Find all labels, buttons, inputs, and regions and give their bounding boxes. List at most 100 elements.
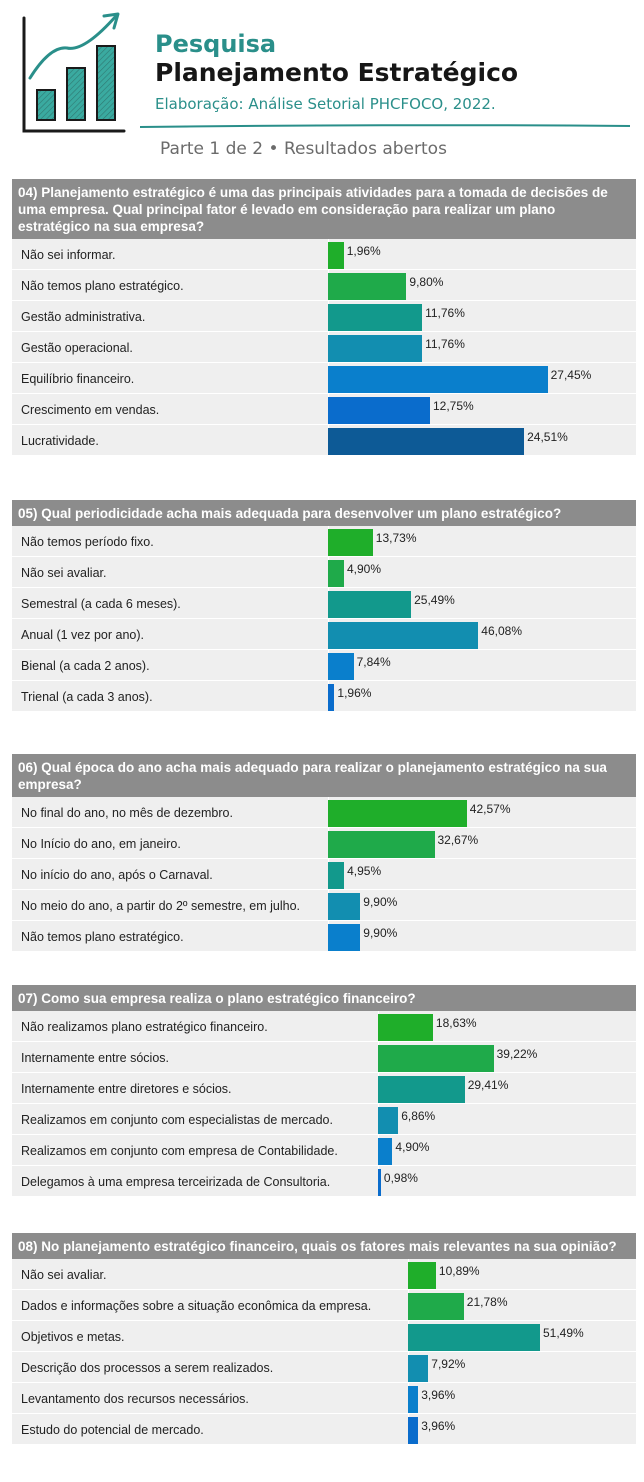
question-section-8: 08) No planejamento estratégico financei… [12, 1233, 636, 1445]
category-label: Internamente entre sócios. [21, 1051, 169, 1065]
category-label: Trienal (a cada 3 anos). [21, 690, 153, 704]
data-label: 32,67% [437, 833, 479, 847]
category-label: Gestão administrativa. [21, 310, 146, 324]
chart-row: Não temos período fixo. 13,73% [12, 526, 636, 557]
chart-bar [328, 273, 407, 300]
category-label: No Início do ano, em janeiro. [21, 837, 181, 851]
report-subtitle: Elaboração: Análise Setorial PHCFOCO, 20… [155, 95, 496, 113]
chart-row: Não temos plano estratégico. 9,80% [12, 270, 636, 301]
question-title: 05) Qual periodicidade acha mais adequad… [12, 500, 636, 526]
chart-row: Levantamento dos recursos necessários. 3,… [12, 1383, 636, 1414]
chart-bar [378, 1045, 494, 1072]
data-label: 0,98% [383, 1171, 418, 1185]
category-label: No início do ano, após o Carnaval. [21, 868, 213, 882]
data-label: 3,96% [421, 1388, 456, 1402]
data-label: 18,63% [435, 1016, 477, 1030]
data-label: 11,76% [425, 337, 465, 351]
chart-row: Realizamos em conjunto com especialistas… [12, 1104, 636, 1135]
chart-row: Não sei avaliar. 10,89% [12, 1259, 636, 1290]
report-kicker: Pesquisa [155, 30, 277, 58]
data-label: 29,41% [467, 1078, 509, 1092]
category-label: Equilíbrio financeiro. [21, 372, 135, 386]
category-label: Lucratividade. [21, 434, 99, 448]
report-title: Planejamento Estratégico [155, 58, 519, 87]
chart-bar [328, 862, 345, 889]
chart-row: Realizamos em conjunto com empresa de Co… [12, 1135, 636, 1166]
chart-row: No meio do ano, a partir do 2º semestre,… [12, 890, 636, 921]
chart-bar [328, 800, 467, 827]
category-label: Não temos período fixo. [21, 535, 154, 549]
chart-bar [328, 591, 412, 618]
chart-row: Não temos plano estratégico. 9,90% [12, 921, 636, 952]
data-label: 6,86% [401, 1109, 436, 1123]
question-section-5: 05) Qual periodicidade acha mais adequad… [12, 500, 636, 712]
category-label: Dados e informações sobre a situação eco… [21, 1299, 372, 1313]
chart-row: Objetivos e metas. 51,49% [12, 1321, 636, 1352]
data-label: 12,75% [433, 399, 474, 413]
data-label: 4,90% [347, 562, 382, 576]
chart-row: Crescimento em vendas. 12,75% [12, 394, 636, 425]
chart-row: No início do ano, após o Carnaval. 4,95% [12, 859, 636, 890]
category-label: Anual (1 vez por ano). [21, 628, 144, 642]
category-label: Bienal (a cada 2 anos). [21, 659, 150, 673]
data-label: 51,49% [543, 1326, 584, 1340]
chart-row: Gestão administrativa. 11,76% [12, 301, 636, 332]
category-label: Levantamento dos recursos necessários. [21, 1392, 249, 1406]
chart-bar [328, 335, 423, 362]
chart-row: Internamente entre sócios. 39,22% [12, 1042, 636, 1073]
chart-axis-line [408, 1259, 409, 1445]
chart-bar [328, 684, 335, 711]
category-label: No final do ano, no mês de dezembro. [21, 806, 233, 820]
data-label: 13,73% [375, 531, 417, 545]
data-label: 7,84% [356, 655, 391, 669]
category-label: Não temos plano estratégico. [21, 930, 184, 944]
data-label: 42,57% [469, 802, 511, 816]
chart-row: Lucratividade. 24,51% [12, 425, 636, 456]
data-label: 4,90% [395, 1140, 430, 1154]
data-label: 1,96% [346, 244, 381, 258]
data-label: 9,90% [363, 926, 398, 940]
category-label: Não sei informar. [21, 248, 116, 262]
chart-bar [328, 242, 344, 269]
chart-bar [328, 366, 548, 393]
data-label: 46,08% [481, 624, 522, 638]
chart-row: Descrição dos processos a serem realizad… [12, 1352, 636, 1383]
question-title: 06) Qual época do ano acha mais adequado… [12, 754, 636, 797]
chart-bar [378, 1138, 393, 1165]
category-label: Realizamos em conjunto com especialistas… [21, 1113, 333, 1127]
category-label: Delegamos à uma empresa terceirizada de … [21, 1175, 331, 1189]
chart-bar [328, 529, 373, 556]
category-label: Não realizamos plano estratégico finance… [21, 1020, 268, 1034]
category-label: Descrição dos processos a serem realizad… [21, 1361, 274, 1375]
chart-bar [328, 622, 479, 649]
chart-row: Não sei avaliar. 4,90% [12, 557, 636, 588]
chart-bar [328, 924, 361, 951]
header-divider [140, 124, 630, 128]
data-label: 9,90% [363, 895, 398, 909]
category-label: Crescimento em vendas. [21, 403, 160, 417]
chart-row: Equilíbrio financeiro. 27,45% [12, 363, 636, 394]
question-section-4: 04) Planejamento estratégico é uma das p… [12, 179, 636, 456]
chart-row: Bienal (a cada 2 anos). 7,84% [12, 650, 636, 681]
chart-bar [408, 1417, 419, 1444]
data-label: 25,49% [414, 593, 455, 607]
chart-row: Estudo do potencial de mercado. 3,96% [12, 1414, 636, 1445]
category-label: Internamente entre diretores e sócios. [21, 1082, 232, 1096]
chart-bar [328, 304, 423, 331]
chart-axis-line [328, 526, 329, 712]
part-label: Parte 1 de 2 • Resultados abertos [160, 139, 447, 159]
chart-row: Não sei informar. 1,96% [12, 239, 636, 270]
chart-bar [378, 1107, 399, 1134]
category-label: Não temos plano estratégico. [21, 279, 184, 293]
data-label: 11,76% [425, 306, 465, 320]
chart-row: Gestão operacional. 11,76% [12, 332, 636, 363]
data-label: 7,92% [431, 1357, 466, 1371]
data-label: 24,51% [527, 430, 568, 444]
chart-row: No final do ano, no mês de dezembro. 42,5… [12, 797, 636, 828]
question-title: 04) Planejamento estratégico é uma das p… [12, 179, 636, 239]
category-label: No meio do ano, a partir do 2º semestre,… [21, 899, 301, 913]
chart-row: Não realizamos plano estratégico finance… [12, 1011, 636, 1042]
chart-bar [408, 1386, 419, 1413]
chart-bar [408, 1355, 429, 1382]
chart-bar [378, 1014, 433, 1041]
